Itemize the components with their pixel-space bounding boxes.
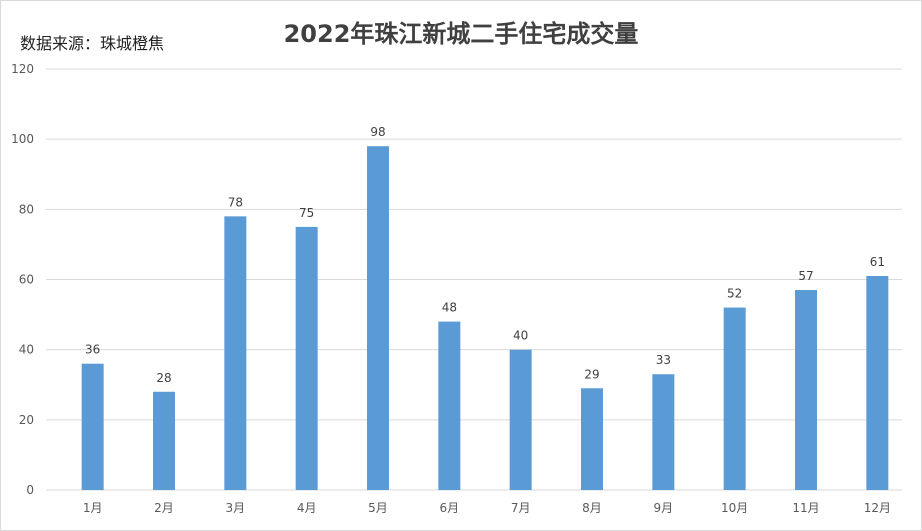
bar xyxy=(652,374,675,490)
data-label: 29 xyxy=(584,367,599,381)
x-tick-label: 3月 xyxy=(226,501,246,515)
x-tick-label: 12月 xyxy=(864,501,891,515)
x-tick-label: 2月 xyxy=(154,501,174,515)
bar xyxy=(866,275,889,490)
y-tick-label: 60 xyxy=(19,273,34,287)
bar xyxy=(153,391,175,490)
bar xyxy=(723,307,746,490)
data-label: 57 xyxy=(798,269,813,283)
data-label: 36 xyxy=(85,343,100,357)
x-tick-label: 8月 xyxy=(582,501,602,515)
x-tick-label: 1月 xyxy=(83,501,103,515)
bars xyxy=(81,146,889,490)
bar xyxy=(367,146,389,490)
y-tick-label: 100 xyxy=(11,132,34,146)
data-labels: 36 28 78 75 98 48 40 29 33 52 57 61 xyxy=(85,125,885,385)
y-axis-ticks: 0 20 40 60 80 100 120 xyxy=(11,62,34,497)
y-tick-label: 20 xyxy=(19,413,34,427)
gridlines xyxy=(46,68,902,491)
x-tick-label: 9月 xyxy=(654,501,674,515)
bar xyxy=(438,321,461,490)
x-tick-label: 5月 xyxy=(368,501,388,515)
bar xyxy=(224,216,247,490)
data-label: 61 xyxy=(870,255,885,269)
data-label: 33 xyxy=(656,353,671,367)
bar xyxy=(81,363,104,490)
x-tick-label: 4月 xyxy=(297,501,317,515)
bar xyxy=(795,290,817,490)
bar xyxy=(509,349,532,490)
y-tick-label: 40 xyxy=(19,343,34,357)
y-tick-label: 80 xyxy=(19,202,34,216)
bar xyxy=(295,226,318,490)
source-note: 数据来源：珠城橙焦 xyxy=(20,34,165,53)
data-label: 28 xyxy=(156,371,171,385)
x-tick-label: 6月 xyxy=(440,501,460,515)
data-label: 40 xyxy=(513,329,528,343)
x-tick-label: 7月 xyxy=(511,501,531,515)
bar xyxy=(581,388,603,490)
data-label: 52 xyxy=(727,287,742,301)
x-tick-label: 11月 xyxy=(792,501,819,515)
chart-title: 2022年珠江新城二手住宅成交量 xyxy=(283,20,639,48)
y-tick-label: 120 xyxy=(11,62,34,76)
data-label: 75 xyxy=(299,206,314,220)
x-axis-ticks: 1月 2月 3月 4月 5月 6月 7月 8月 9月 10月 11月 12月 xyxy=(83,501,891,515)
data-label: 98 xyxy=(370,125,385,139)
y-tick-label: 0 xyxy=(26,483,34,497)
data-label: 48 xyxy=(442,301,457,315)
data-label: 78 xyxy=(228,195,243,209)
x-tick-label: 10月 xyxy=(721,501,748,515)
